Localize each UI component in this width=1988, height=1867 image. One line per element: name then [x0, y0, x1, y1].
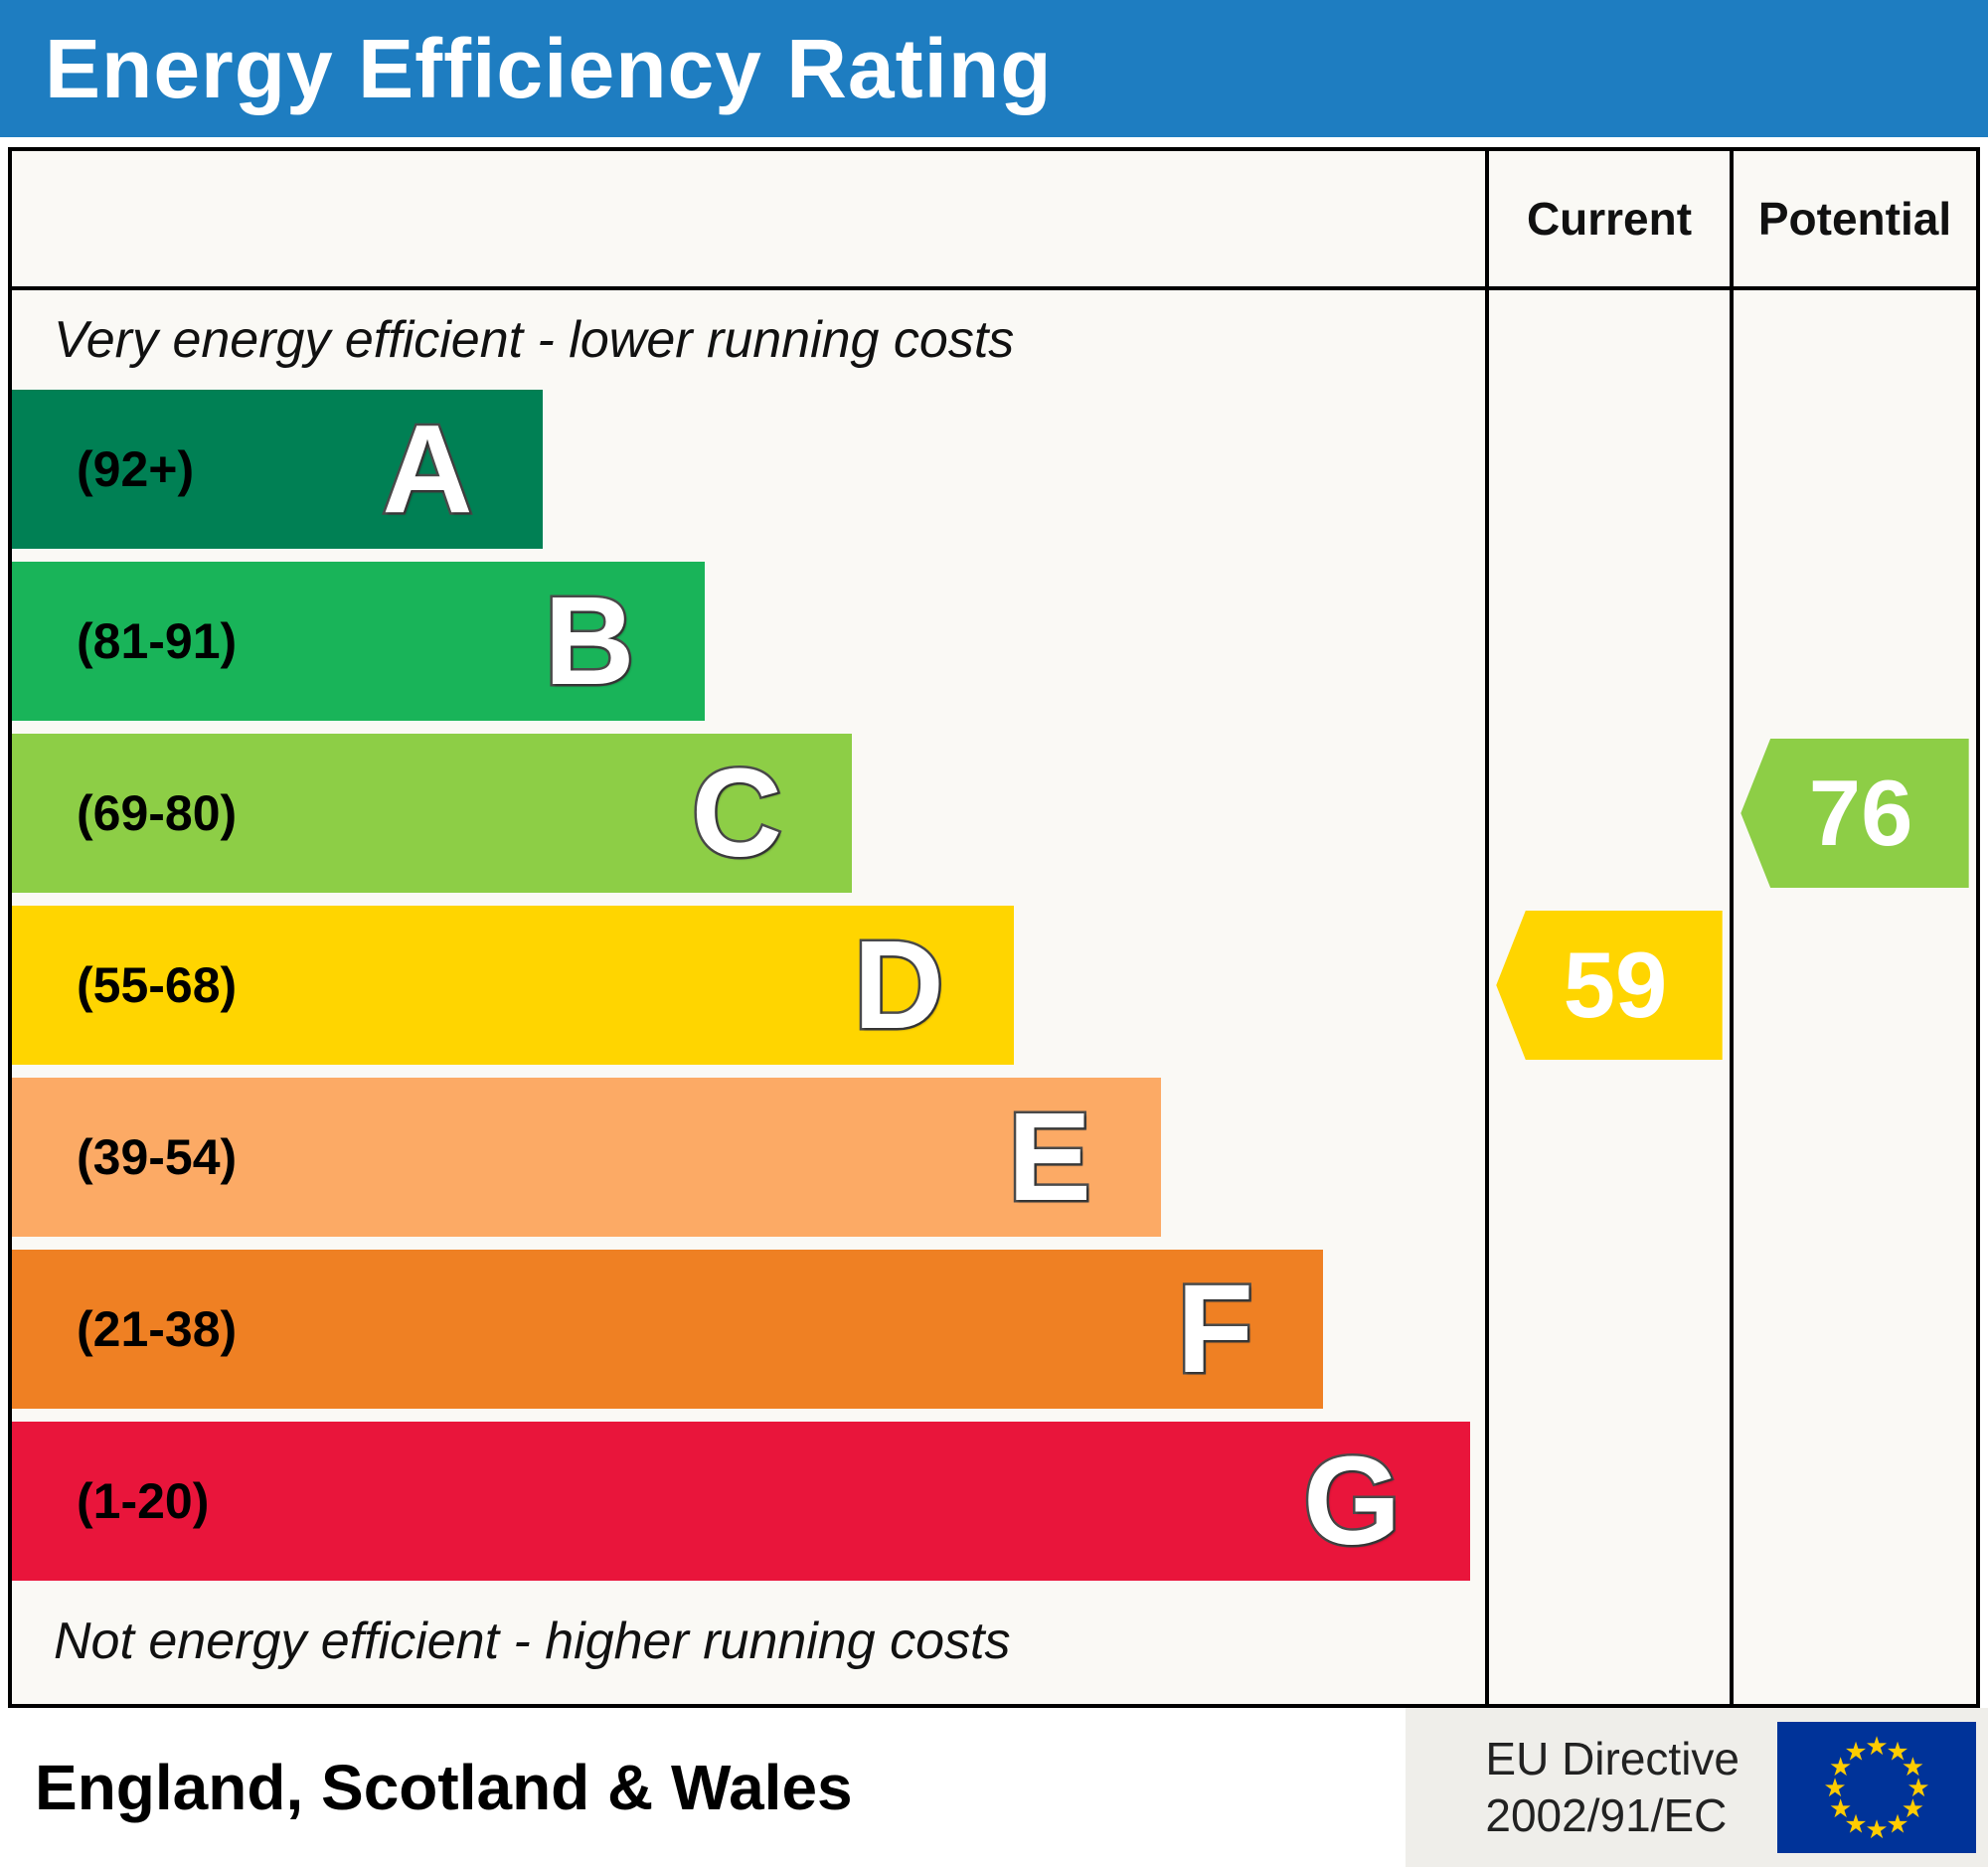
band-bar: (92+) A [12, 390, 543, 549]
potential-rating-value: 76 [1808, 761, 1913, 865]
band-bar: (55-68) D [12, 906, 1014, 1065]
page-footer: England, Scotland & Wales EU Directive 2… [0, 1708, 1988, 1867]
svg-text:★: ★ [1844, 1737, 1867, 1767]
band-bar: (69-80) C [12, 734, 852, 893]
band-range-label: (81-91) [77, 613, 238, 669]
svg-text:★: ★ [1865, 1731, 1888, 1761]
svg-text:★: ★ [1902, 1793, 1924, 1823]
bands-container: (92+) A (81-91) B (69-80) C (55-68) D (3… [12, 390, 1485, 1581]
footer-region-section: England, Scotland & Wales [0, 1708, 1407, 1867]
band-row: (55-68) D [12, 906, 1485, 1065]
band-letter: A [380, 399, 475, 539]
svg-text:★: ★ [1906, 1773, 1929, 1802]
band-row: (21-38) F [12, 1250, 1485, 1409]
band-letter: C [689, 743, 784, 883]
band-row: (39-54) E [12, 1078, 1485, 1237]
eu-directive-line2: 2002/91/EC [1485, 1789, 1728, 1841]
band-letter: F [1175, 1259, 1256, 1399]
band-range-label: (69-80) [77, 785, 238, 841]
eu-directive-label: EU Directive 2002/91/EC [1485, 1731, 1740, 1845]
band-bar: (39-54) E [12, 1078, 1161, 1237]
svg-text:★: ★ [1823, 1773, 1846, 1802]
eu-flag-icon: ★ ★ ★ ★ ★ ★ ★ ★ ★ ★ ★ ★ [1777, 1722, 1976, 1853]
band-bar: (81-91) B [12, 562, 705, 721]
band-bar: (1-20) G [12, 1422, 1471, 1581]
svg-text:★: ★ [1829, 1752, 1852, 1782]
page-title: Energy Efficiency Rating [45, 21, 1053, 115]
band-letter: D [851, 915, 946, 1055]
band-bar: (21-38) F [12, 1250, 1323, 1409]
band-row: (92+) A [12, 390, 1485, 549]
band-row: (1-20) G [12, 1422, 1485, 1581]
svg-text:★: ★ [1829, 1793, 1852, 1823]
current-column-header: Current [1485, 151, 1730, 286]
band-range-label: (55-68) [77, 957, 238, 1013]
energy-rating-chart: Current Potential Very energy efficient … [8, 147, 1980, 1708]
band-letter: B [542, 571, 637, 711]
band-range-label: (1-20) [77, 1473, 210, 1529]
band-range-label: (21-38) [77, 1301, 238, 1357]
svg-text:★: ★ [1902, 1752, 1924, 1782]
bands-area: Very energy efficient - lower running co… [12, 290, 1485, 1704]
page-header: Energy Efficiency Rating [0, 0, 1988, 137]
svg-text:★: ★ [1886, 1808, 1908, 1838]
current-rating-arrow: 59 [1496, 911, 1723, 1060]
svg-text:★: ★ [1865, 1814, 1888, 1844]
svg-text:★: ★ [1886, 1737, 1908, 1767]
caption-efficient: Very energy efficient - lower running co… [54, 311, 1015, 369]
band-row: (81-91) B [12, 562, 1485, 721]
chart-header-row: Current Potential [12, 151, 1976, 290]
chart-header-spacer [12, 151, 1485, 286]
potential-rating-arrow: 76 [1740, 739, 1969, 888]
band-letter: E [1005, 1087, 1093, 1227]
potential-column: 76 [1730, 290, 1976, 1704]
potential-column-header: Potential [1730, 151, 1976, 286]
region-label: England, Scotland & Wales [35, 1752, 853, 1823]
caption-not-efficient: Not energy efficient - higher running co… [54, 1612, 1011, 1670]
current-rating-value: 59 [1563, 933, 1668, 1037]
band-range-label: (92+) [77, 441, 195, 497]
band-range-label: (39-54) [77, 1129, 238, 1185]
footer-directive-section: EU Directive 2002/91/EC ★ ★ ★ ★ ★ ★ ★ ★ ★ ★ ★ ★ [1406, 1708, 1988, 1867]
eu-directive-line1: EU Directive [1485, 1732, 1740, 1784]
chart-body: Very energy efficient - lower running co… [12, 290, 1976, 1704]
band-row: (69-80) C [12, 734, 1485, 893]
current-column: 59 [1485, 290, 1730, 1704]
band-letter: G [1301, 1431, 1404, 1571]
svg-text:★: ★ [1844, 1808, 1867, 1838]
